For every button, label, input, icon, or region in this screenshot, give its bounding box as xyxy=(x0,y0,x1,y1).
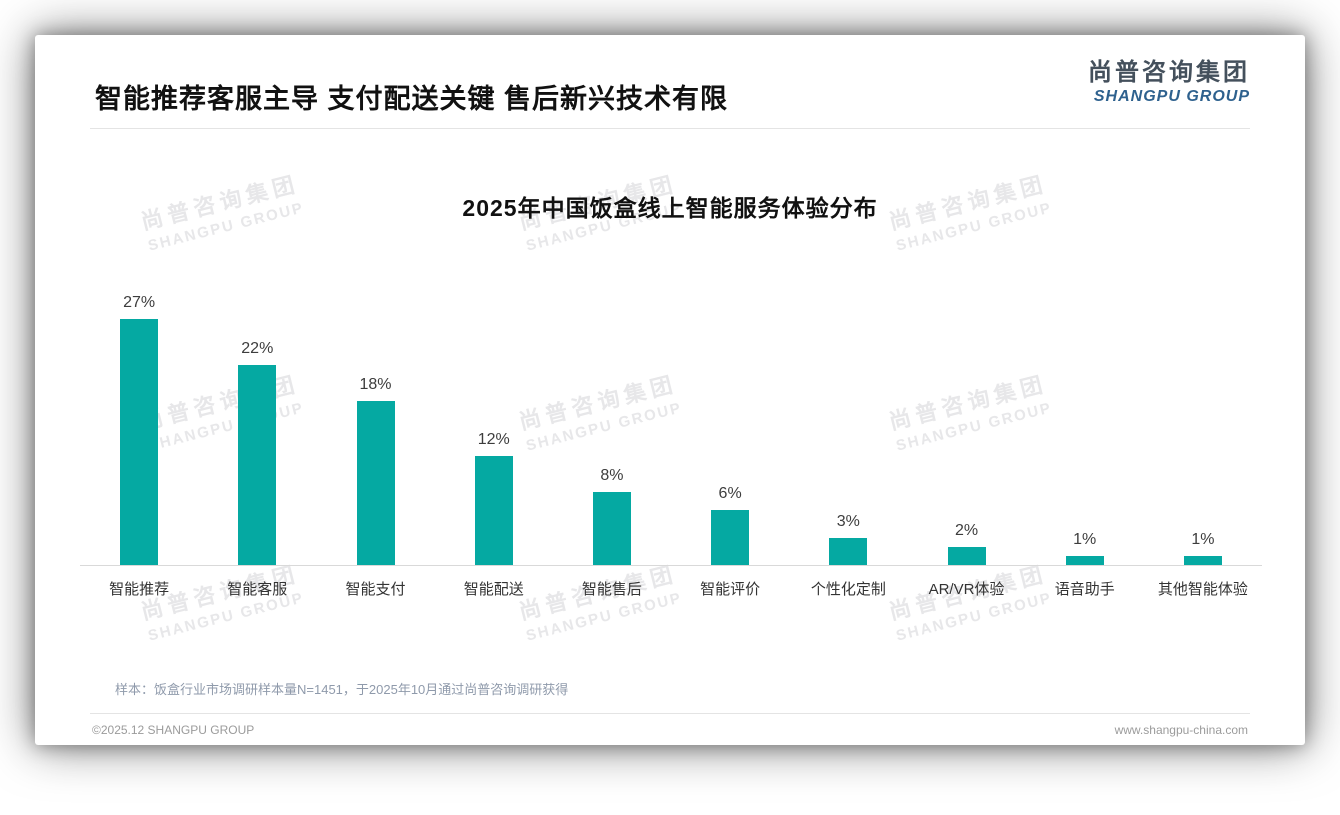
bar-column: 8% xyxy=(553,283,671,565)
bar xyxy=(1183,555,1222,565)
bar-value-label: 2% xyxy=(954,521,979,539)
x-axis-label: 个性化定制 xyxy=(810,581,886,598)
sample-note: 样本：饭盒行业市场调研样本量N=1451，于2025年10月通过尚普咨询调研获得 xyxy=(115,682,569,697)
bar-value-label: 8% xyxy=(600,467,624,485)
bar-column: 6% xyxy=(671,283,789,565)
x-axis-label: 智能支付 xyxy=(345,581,406,598)
card-footer: 样本：饭盒行业市场调研样本量N=1451，于2025年10月通过尚普咨询调研获得… xyxy=(90,679,1250,745)
company-logo: 尚普咨询集团 SHANGPU GROUP xyxy=(1088,59,1250,106)
bar-value-label: 6% xyxy=(718,485,742,503)
page-title: 智能推荐客服主导 支付配送关键 售后新兴技术有限 xyxy=(95,84,729,114)
x-axis-label: 智能售后 xyxy=(581,581,642,598)
bar-column: 2% xyxy=(907,283,1025,565)
slide-card: 尚普咨询集团 SHANGPU GROUP 尚普咨询集团 SHANGPU GROUP … xyxy=(35,35,1305,745)
x-axis-label: 智能评价 xyxy=(700,581,761,598)
bar-value-label: 1% xyxy=(1191,530,1215,548)
logo-text-en: SHANGPU GROUP xyxy=(1093,87,1250,105)
bars-row: 27% 22% 18% 12% 8% 6% 3% 2% 1% 1% xyxy=(80,283,1262,565)
bar xyxy=(947,546,986,565)
bar-value-label: 1% xyxy=(1073,530,1097,548)
bar-column: 12% xyxy=(435,283,553,565)
header-divider xyxy=(90,128,1250,129)
bar-value-label: 12% xyxy=(477,430,510,448)
bar-chart: 27% 22% 18% 12% 8% 6% 3% 2% 1% 1% 智能推荐 智能客服 智能支付 智能配… xyxy=(80,283,1262,599)
bar xyxy=(711,510,750,565)
header: 智能推荐客服主导 支付配送关键 售后新兴技术有限 尚普咨询集团 SHANGPU … xyxy=(35,35,1305,116)
bar-column: 18% xyxy=(316,283,434,565)
bar-value-label: 3% xyxy=(836,512,860,530)
bar-column: 1% xyxy=(1144,283,1262,565)
bar-value-label: 22% xyxy=(241,339,274,357)
bar-column: 1% xyxy=(1026,283,1144,565)
x-axis-label: 智能配送 xyxy=(463,581,524,598)
bar xyxy=(120,319,159,565)
x-axis-label: 语音助手 xyxy=(1054,581,1115,598)
slide-content: 智能推荐客服主导 支付配送关键 售后新兴技术有限 尚普咨询集团 SHANGPU … xyxy=(35,35,1305,745)
bar xyxy=(1065,555,1104,565)
copyright-text: ©2025.12 SHANGPU GROUP xyxy=(92,723,255,737)
bar-column: 3% xyxy=(789,283,907,565)
x-axis-label: 智能推荐 xyxy=(109,581,170,598)
bar xyxy=(829,537,868,565)
bar-value-label: 27% xyxy=(123,294,156,312)
x-axis-label: 智能客服 xyxy=(227,581,288,598)
bar xyxy=(474,455,513,565)
bar xyxy=(356,401,395,565)
x-axis-label: AR/VR体验 xyxy=(928,581,1005,598)
bar xyxy=(238,364,277,565)
bar xyxy=(592,492,631,565)
x-axis-label: 其他智能体验 xyxy=(1157,581,1248,598)
bar-column: 22% xyxy=(198,283,316,565)
footer-row: ©2025.12 SHANGPU GROUP www.shangpu-china… xyxy=(90,713,1250,745)
bar-value-label: 18% xyxy=(359,376,392,394)
axis-labels-row: 智能推荐 智能客服 智能支付 智能配送 智能售后 智能评价 个性化定制 AR/VR体验 语音助手… xyxy=(80,565,1262,599)
website-text: www.shangpu-china.com xyxy=(1114,723,1248,737)
logo-text-cn: 尚普咨询集团 xyxy=(1088,59,1250,86)
chart-title: 2025年中国饭盒线上智能服务体验分布 xyxy=(462,195,878,221)
bar-column: 27% xyxy=(80,283,198,565)
